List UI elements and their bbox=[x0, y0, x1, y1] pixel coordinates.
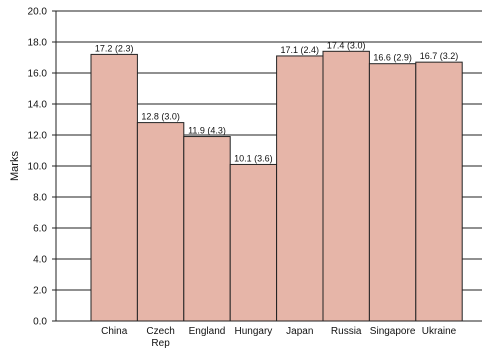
category-label: Ukraine bbox=[422, 326, 457, 337]
y-tick-label: 16.0 bbox=[28, 69, 48, 80]
y-tick-label: 20.0 bbox=[28, 7, 48, 18]
y-tick-label: 8.0 bbox=[33, 193, 47, 204]
axes bbox=[52, 10, 482, 322]
category-label: Rep bbox=[151, 338, 170, 349]
bar bbox=[276, 55, 324, 322]
bar bbox=[136, 122, 185, 322]
bar bbox=[415, 61, 463, 322]
bar bbox=[90, 53, 138, 322]
y-tick-label: 0.0 bbox=[33, 317, 47, 328]
y-tick-label: 10.0 bbox=[28, 162, 48, 173]
y-tick-label: 4.0 bbox=[33, 255, 47, 266]
data-label: 16.7 (3.2) bbox=[420, 51, 459, 61]
category-label: Hungary bbox=[234, 326, 272, 337]
data-label: 17.4 (3.0) bbox=[327, 40, 366, 50]
bar bbox=[229, 163, 278, 322]
category-label: England bbox=[189, 326, 226, 337]
y-tick-label: 14.0 bbox=[28, 100, 48, 111]
category-label: Singapore bbox=[370, 326, 416, 337]
y-tick-label: 12.0 bbox=[28, 131, 48, 142]
category-label: Japan bbox=[286, 326, 313, 337]
data-label: 12.8 (3.0) bbox=[141, 112, 180, 122]
y-tick-label: 6.0 bbox=[33, 224, 47, 235]
bar bbox=[368, 63, 417, 322]
y-axis-title: Marks bbox=[9, 151, 21, 181]
bar bbox=[322, 50, 370, 322]
category-label: Russia bbox=[331, 326, 362, 337]
data-label: 17.1 (2.4) bbox=[281, 45, 320, 55]
bar bbox=[183, 136, 231, 322]
labels: 0.0 2.0 4.0 6.0 8.0 10.0 12.0 14.0 16.0 18.0 20.0 1… bbox=[28, 7, 459, 350]
data-label: 10.1 (3.6) bbox=[234, 153, 273, 163]
data-label: 11.9 (4.3) bbox=[188, 126, 226, 136]
data-label: 16.6 (2.9) bbox=[373, 53, 412, 63]
y-tick-label: 2.0 bbox=[33, 286, 47, 297]
category-label: China bbox=[101, 326, 128, 337]
y-tick-label: 18.0 bbox=[28, 38, 48, 49]
category-label: Czech bbox=[146, 326, 174, 337]
data-label: 17.2 (2.3) bbox=[95, 43, 134, 53]
bars bbox=[90, 50, 463, 322]
